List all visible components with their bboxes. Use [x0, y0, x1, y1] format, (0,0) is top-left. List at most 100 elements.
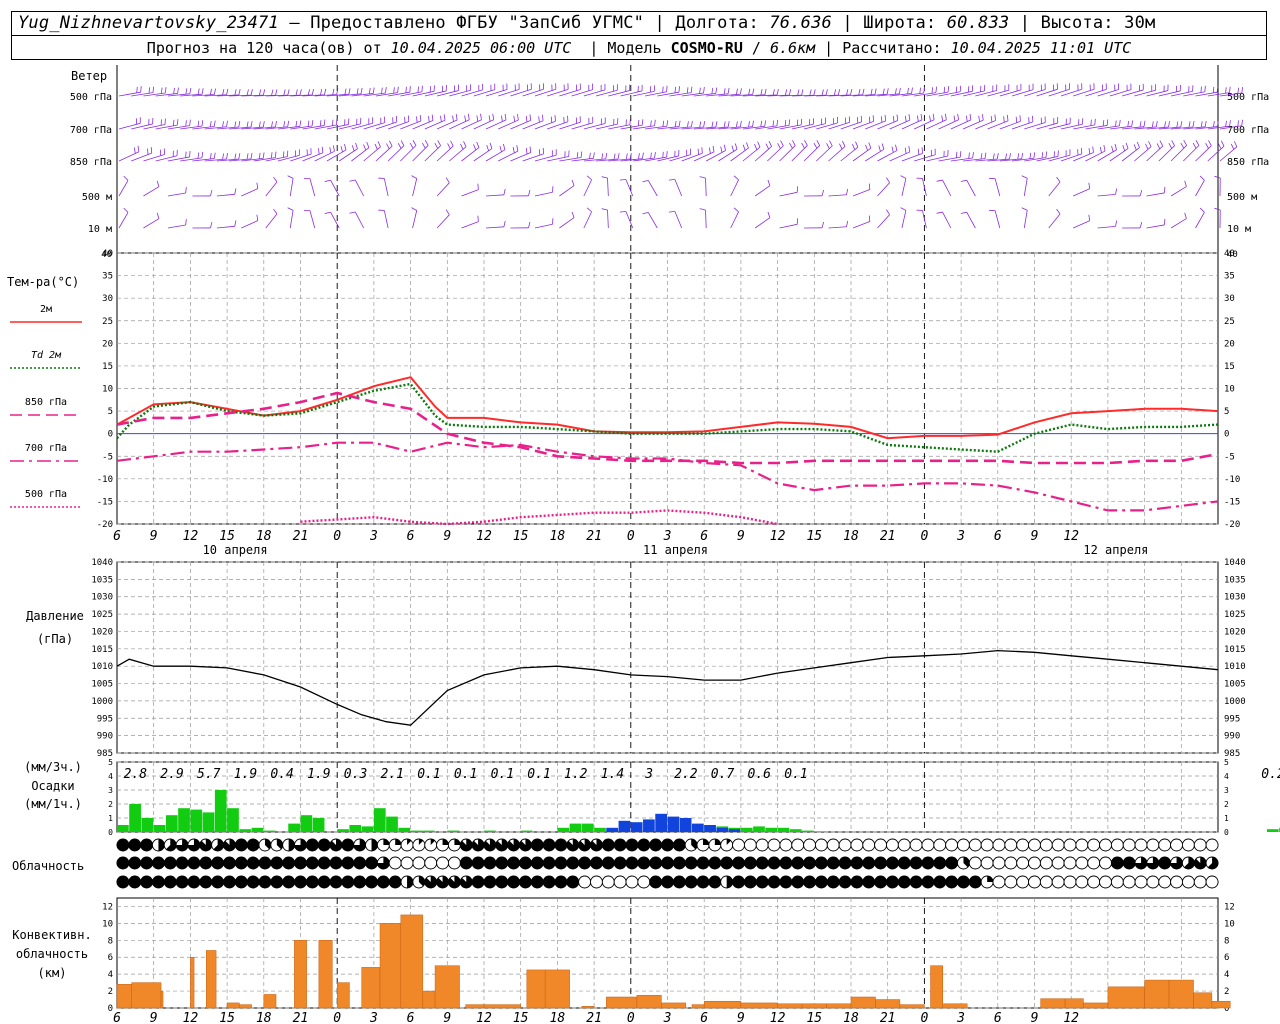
cloud-fill [116, 857, 129, 869]
wind-barb-feather [959, 151, 962, 158]
wind-barb-feather [363, 144, 367, 151]
conv-x-tick: 0 [920, 1011, 928, 1024]
wind-barb-feather [256, 182, 259, 189]
cloud-fill [726, 839, 731, 845]
wind-barb-feather [307, 89, 310, 96]
cloud-fill [803, 857, 816, 869]
wind-barb-feather [881, 143, 885, 150]
pressure-title: Давление [26, 609, 84, 623]
cloud-fill [306, 839, 319, 851]
prec-y-tick: 1 [108, 814, 113, 823]
pres-y-tick-right: 1020 [1224, 627, 1246, 637]
cloud-symbol [1122, 875, 1136, 889]
cloud-fill [921, 876, 934, 888]
wind-barb-feather [821, 189, 825, 196]
cloud-circle [1099, 875, 1112, 889]
wind-barb-feather [1136, 141, 1140, 148]
cloud-fill [625, 857, 638, 869]
wind-barb [412, 90, 435, 97]
wind-barb [387, 121, 409, 130]
wind-barb-feather [1180, 121, 1183, 128]
cloud-fill [874, 876, 887, 888]
cloud-circle [1028, 838, 1041, 852]
header-line-2: Прогноз на 120 часа(ов) от 10.04.2025 06… [146, 39, 1132, 57]
cloud-fill [649, 857, 662, 869]
wind-barb-feather [709, 147, 711, 154]
wind-barb-feather [666, 151, 668, 158]
cloud-symbol [566, 875, 580, 889]
cloud-symbol [1028, 838, 1041, 852]
precip-bar [386, 816, 398, 832]
precip-bar [716, 827, 729, 832]
conv-x-tick: 9 [737, 1011, 745, 1024]
cloud-fill [839, 857, 852, 869]
wind-barb [1024, 89, 1046, 97]
cloud-symbol [341, 856, 355, 870]
prec-y-tick: 0 [108, 828, 113, 837]
precip-bar [178, 808, 190, 832]
wind-barb [803, 145, 821, 162]
cloud-symbol [684, 838, 698, 852]
cloud-symbol [672, 838, 686, 852]
cloud-circle [909, 838, 923, 852]
cloud-symbol [151, 838, 165, 852]
cloud-symbol [1158, 875, 1172, 889]
wind-barb [607, 178, 609, 197]
pres-y-tick: 1000 [91, 697, 113, 707]
cloud-symbol [625, 875, 639, 889]
cloud-fill [625, 839, 638, 851]
cloud-circle [980, 838, 994, 852]
wind-barb [852, 189, 870, 197]
precip-bar [1266, 829, 1279, 832]
cloud-fill [294, 876, 307, 888]
conv-bar [400, 914, 424, 1009]
wind-barb-feather [723, 144, 726, 151]
wind-barb [1097, 89, 1119, 97]
cloud-symbol [945, 875, 959, 889]
cloud-symbol [175, 838, 189, 852]
wind-barb-feather [554, 115, 556, 122]
cloud-circle [1087, 856, 1101, 870]
cloud-symbol [507, 838, 521, 852]
wind-barb-feather [868, 116, 871, 123]
wind-barb-feather [1103, 145, 1106, 152]
wind-barb [938, 91, 961, 97]
cloud-fill [371, 839, 378, 851]
wind-barb [400, 91, 423, 97]
wind-barb-feather [944, 113, 947, 120]
wind-barb [1073, 152, 1094, 162]
conv-bar [777, 1003, 803, 1009]
wind-barb [803, 123, 826, 130]
temp-x-tick: 18 [550, 529, 566, 544]
wind-barb [583, 211, 592, 229]
cloud-fill [330, 839, 343, 852]
cloud-symbol [1205, 856, 1219, 870]
cloud-symbol [317, 838, 331, 852]
wind-barb-feather [133, 147, 136, 154]
cloud-symbol [826, 856, 840, 870]
wind-barb-feather [405, 86, 407, 93]
wind-barb-feather [994, 114, 997, 121]
wind-barb-feather [411, 207, 417, 211]
wind-barb-feather [715, 121, 718, 128]
wind-barb [608, 90, 630, 97]
wind-barb-feather [1199, 175, 1205, 181]
cloud-circle [1087, 838, 1101, 852]
temp-x-tick: 0 [333, 529, 341, 544]
wind-barb-feather [701, 147, 703, 154]
cloud-fill [933, 876, 946, 888]
wind-barb-feather [996, 153, 999, 160]
wind-barb-feather [185, 88, 188, 95]
cloud-fill [128, 876, 141, 888]
cloud-fill [430, 839, 435, 845]
wind-barb-feather [825, 89, 828, 96]
wind-barb [118, 122, 141, 130]
cloud-symbol [1158, 856, 1172, 870]
cloud-fill [176, 839, 189, 852]
cloud-symbol [1075, 838, 1089, 852]
wind-barb-feather [801, 89, 804, 96]
wind-right-corner-tick: 40 [1227, 250, 1238, 260]
wind-barb-feather [691, 120, 693, 127]
wind-barb-feather [197, 152, 200, 159]
wind-barb-feather [424, 140, 429, 146]
